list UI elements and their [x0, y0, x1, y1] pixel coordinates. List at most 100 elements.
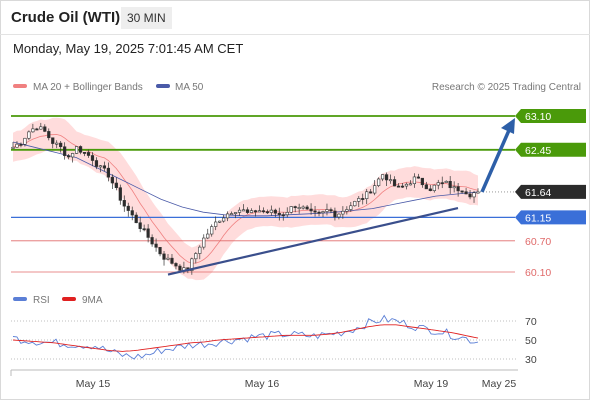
- candle-body: [249, 210, 254, 213]
- candle-body: [146, 228, 150, 238]
- candle-body: [416, 176, 420, 179]
- candle-body: [420, 177, 424, 186]
- credit-label: Research © 2025 Trading Central: [432, 82, 581, 93]
- candle-body: [90, 155, 95, 161]
- candle-body: [39, 126, 43, 130]
- candle-body: [400, 185, 405, 188]
- candle-body: [245, 209, 250, 213]
- candle-body: [190, 258, 194, 271]
- candle-body: [142, 228, 146, 231]
- trendline: [167, 206, 459, 276]
- candle-body: [110, 176, 114, 184]
- candle-body: [365, 191, 369, 200]
- candle-body: [86, 152, 91, 156]
- bollinger-fill: [13, 117, 478, 281]
- candle-body: [424, 184, 428, 190]
- candle-body: [345, 209, 349, 212]
- candle-body: [47, 131, 51, 139]
- candle-body: [94, 160, 99, 167]
- candle-body: [170, 257, 174, 264]
- timeframe-badge[interactable]: 30 MIN: [121, 7, 172, 29]
- candlesticks: [11, 122, 480, 275]
- candle-body: [357, 198, 361, 202]
- candle-body: [206, 233, 210, 239]
- candle-body: [178, 265, 182, 271]
- candle-body: [158, 247, 162, 255]
- timestamp: Monday, May 19, 2025 7:01:45 AM CET: [13, 41, 244, 56]
- candle-body: [118, 187, 122, 201]
- candle-body: [138, 222, 142, 229]
- candle-body: [396, 185, 401, 188]
- candle-body: [63, 146, 67, 156]
- candle-body: [388, 179, 393, 182]
- candle-body: [74, 146, 79, 154]
- candle-body: [51, 137, 55, 144]
- candle-body: [329, 209, 333, 212]
- candle-body: [23, 137, 27, 145]
- candle-body: [392, 179, 397, 187]
- x-label-1: May 16: [245, 378, 280, 390]
- candle-body: [154, 243, 158, 248]
- level-tag-63.10: [515, 109, 586, 123]
- candle-body: [114, 182, 118, 188]
- candle-body: [233, 212, 238, 214]
- candle-body: [384, 174, 389, 181]
- rsi-ma-legend-label: 9MA: [82, 295, 103, 306]
- ma50-legend-swatch: [156, 84, 170, 88]
- rsi-panel: 70 50 30: [11, 314, 537, 366]
- candle-body: [349, 205, 353, 210]
- rsi-tick-30: 30: [525, 354, 537, 366]
- candle-body: [337, 213, 341, 218]
- candle-body: [210, 226, 214, 235]
- level-tag-61.64: [515, 184, 586, 199]
- level-tags: 63.10 62.45 61.64 61.15 60.70 60.10: [515, 109, 586, 279]
- level-label-60.70: 60.70: [525, 236, 551, 248]
- chart-title: Crude Oil (WTI): [11, 9, 121, 26]
- candle-body: [222, 217, 226, 222]
- candle-body: [78, 146, 83, 153]
- candle-body: [313, 210, 317, 213]
- rsi-legend-swatch: [13, 297, 27, 301]
- candle-body: [297, 207, 301, 209]
- candle-body: [166, 257, 170, 260]
- candle-body: [369, 191, 373, 194]
- candle-body: [134, 214, 138, 224]
- candle-body: [440, 182, 444, 185]
- candle-body: [377, 178, 381, 186]
- candle-body: [229, 213, 234, 216]
- candle-body: [19, 143, 23, 146]
- candle-body: [452, 186, 456, 189]
- candle-body: [464, 191, 468, 195]
- candle-body: [226, 213, 230, 219]
- candle-body: [373, 185, 377, 194]
- candle-body: [15, 143, 19, 148]
- candle-body: [98, 165, 103, 168]
- candle-body: [122, 200, 126, 207]
- candle-body: [55, 142, 59, 145]
- candle-body: [428, 188, 432, 191]
- ma20-legend-swatch: [13, 84, 27, 88]
- ma20-legend-label: MA 20 + Bollinger Bands: [33, 82, 143, 93]
- candle-body: [162, 253, 166, 260]
- arrow-head: [501, 118, 515, 134]
- header-bar: Crude Oil (WTI) 30 MIN: [0, 0, 590, 35]
- candle-body: [436, 182, 440, 186]
- candle-body: [476, 191, 480, 194]
- rsi-tick-70: 70: [525, 316, 537, 328]
- price-levels: [11, 115, 515, 273]
- candle-body: [214, 221, 218, 227]
- candle-body: [333, 210, 337, 218]
- candle-body: [448, 180, 452, 189]
- candle-body: [35, 128, 39, 131]
- candle-body: [174, 263, 178, 267]
- candle-body: [285, 212, 289, 216]
- level-tag-62.45: [515, 142, 586, 157]
- candle-body: [126, 205, 130, 211]
- level-label-63.10: 63.10: [525, 111, 551, 123]
- candle-body: [130, 210, 134, 216]
- level-label-61.64: 61.64: [525, 187, 551, 199]
- rsi-ma-legend-swatch: [62, 297, 76, 301]
- candle-body: [361, 198, 365, 200]
- level-tag-61.15: [515, 210, 586, 225]
- candle-body: [293, 206, 297, 209]
